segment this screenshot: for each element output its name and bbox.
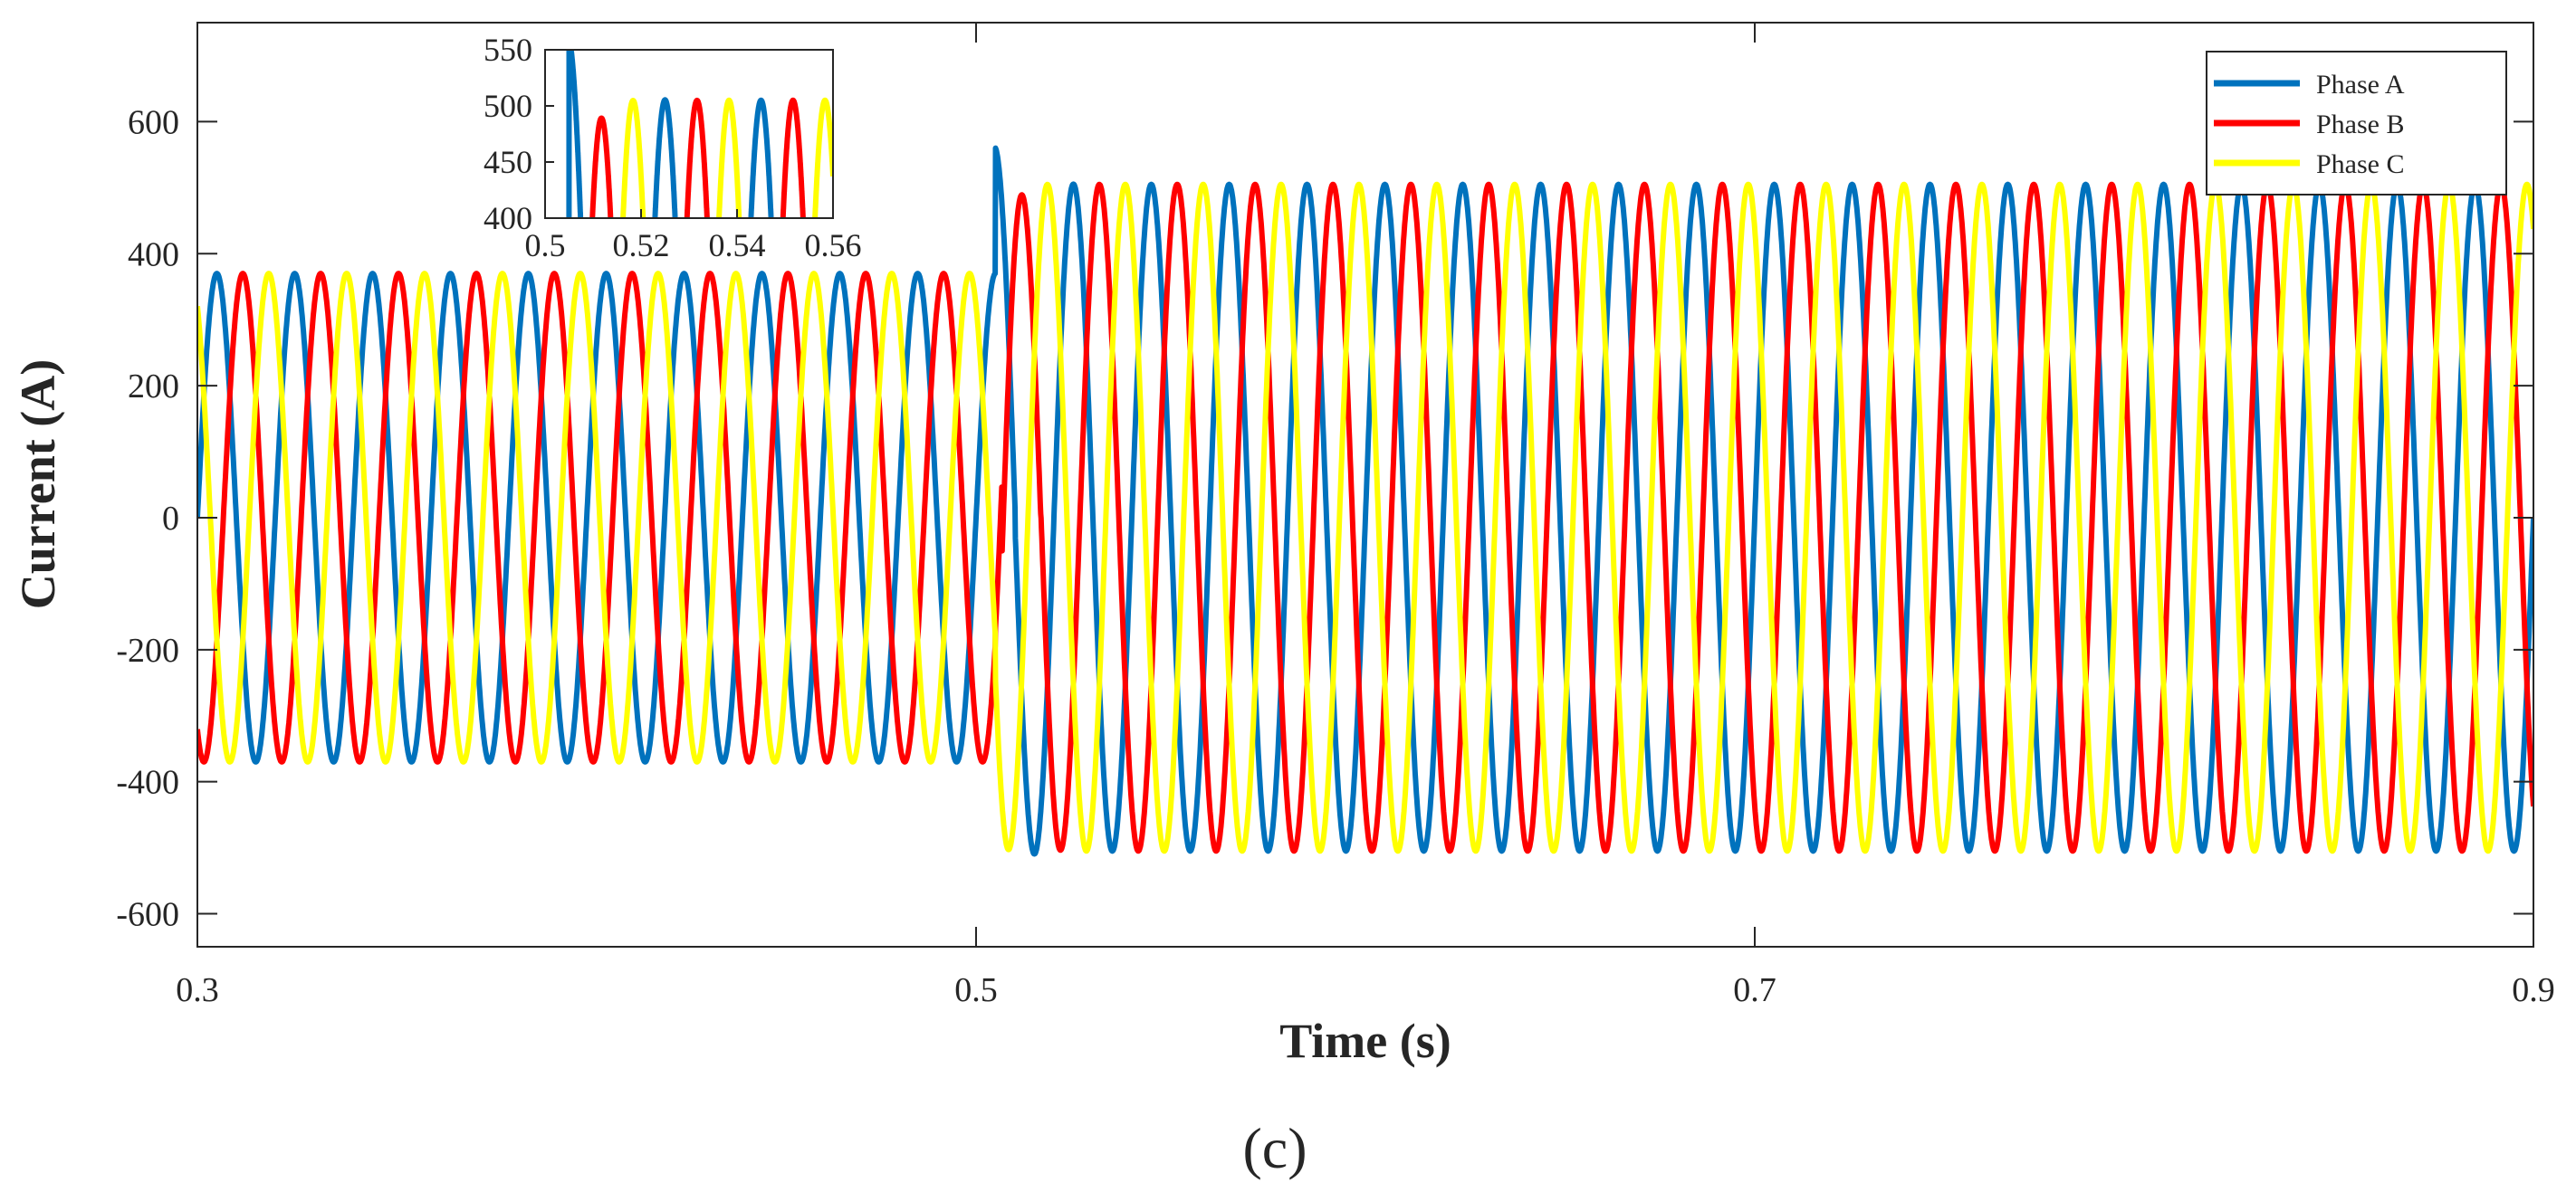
inset-y-tick-label: 550 bbox=[484, 32, 532, 68]
inset-y-axis: 400 450 500 550 bbox=[484, 32, 554, 236]
main-series-group bbox=[197, 145, 2533, 857]
x-tick-label: 0.5 bbox=[954, 971, 998, 1009]
legend-label-phase-a: Phase A bbox=[2316, 70, 2405, 100]
inset-x-tick-label: 0.5 bbox=[525, 227, 566, 263]
y-axis: -600 -400 -200 0 200 400 600 bbox=[116, 103, 2533, 934]
inset-x-tick-label: 0.56 bbox=[805, 227, 862, 263]
inset-series-group bbox=[566, 50, 833, 218]
inset-y-tick-label: 450 bbox=[484, 144, 532, 180]
y-tick-label: -200 bbox=[116, 632, 179, 670]
y-tick-label: 600 bbox=[128, 103, 179, 141]
series-line-phase-c bbox=[197, 181, 2533, 854]
figure-caption: (c) bbox=[1242, 1116, 1307, 1180]
x-tick-label: 0.3 bbox=[176, 971, 219, 1009]
series-line-phase-a bbox=[197, 145, 2533, 857]
inset-frame bbox=[544, 49, 834, 219]
legend-label-phase-b: Phase B bbox=[2316, 110, 2405, 139]
x-axis: 0.3 0.5 0.7 0.9 bbox=[176, 23, 2555, 1009]
inset-x-axis: 0.5 0.52 0.54 0.56 bbox=[525, 209, 862, 263]
y-tick-label: 0 bbox=[162, 500, 179, 538]
x-tick-label: 0.9 bbox=[2512, 971, 2555, 1009]
plot-frame bbox=[196, 22, 2534, 948]
y-tick-label: -400 bbox=[116, 764, 179, 802]
inset-x-tick-label: 0.54 bbox=[709, 227, 766, 263]
legend: Phase A Phase B Phase C bbox=[2206, 51, 2507, 196]
y-tick-label: 400 bbox=[128, 235, 179, 273]
legend-label-phase-c: Phase C bbox=[2316, 149, 2405, 179]
y-tick-label: -600 bbox=[116, 896, 179, 934]
inset-series-line-phase-b bbox=[589, 97, 806, 218]
inset-x-tick-label: 0.52 bbox=[613, 227, 670, 263]
y-tick-label: 200 bbox=[128, 367, 179, 405]
series-line-phase-b bbox=[197, 181, 2533, 854]
inset-y-tick-label: 500 bbox=[484, 88, 532, 124]
x-axis-label: Time (s) bbox=[1279, 1014, 1451, 1068]
inset-y-tick-label: 400 bbox=[484, 200, 532, 236]
x-tick-label: 0.7 bbox=[1733, 971, 1776, 1009]
y-axis-label: Current (A) bbox=[11, 359, 65, 609]
